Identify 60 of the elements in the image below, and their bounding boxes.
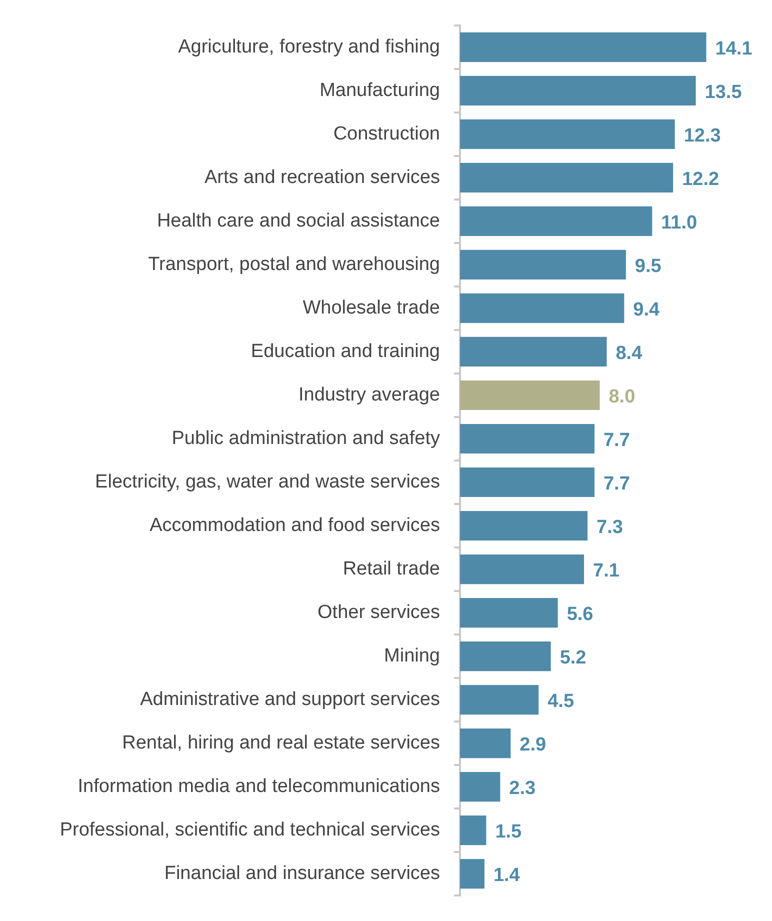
bar	[460, 598, 558, 628]
y-tick-label: Administrative and support services	[140, 689, 440, 710]
bar	[460, 32, 706, 62]
data-label: 2.3	[509, 778, 536, 800]
bar	[460, 859, 484, 889]
bar	[460, 76, 696, 106]
data-label: 1.4	[493, 865, 520, 886]
data-label: 9.5	[634, 256, 662, 277]
data-label: 5.2	[560, 648, 586, 669]
data-label: 4.5	[548, 691, 574, 712]
bar	[460, 336, 607, 367]
bar	[460, 554, 584, 584]
bar	[460, 424, 594, 454]
y-tick-label: Manufacturing	[320, 80, 440, 101]
bar	[460, 380, 600, 410]
bar	[460, 772, 500, 802]
data-label: 7.7	[603, 473, 630, 494]
y-tick-label: Information media and telecommunications	[78, 776, 440, 798]
data-label: 13.5	[704, 82, 742, 103]
y-tick-label: Accommodation and food services	[150, 515, 440, 536]
data-label: 8.0	[608, 386, 636, 408]
y-tick-label: Other services	[318, 602, 440, 624]
y-tick-label: Public administration and safety	[172, 428, 440, 449]
data-label: 7.7	[603, 430, 630, 451]
data-label: 8.4	[616, 342, 643, 364]
y-tick-label: Professional, scientific and technical services	[60, 820, 440, 841]
y-tick-label: Rental, hiring and real estate services	[122, 732, 440, 754]
data-label: 2.9	[520, 734, 546, 756]
y-tick-label: Health care and social assistance	[156, 210, 440, 232]
y-tick-label: Wholesale trade	[302, 297, 440, 318]
bar	[460, 206, 652, 236]
data-label: 7.1	[593, 560, 620, 582]
bar	[460, 816, 486, 846]
bar	[460, 467, 594, 498]
bar	[460, 250, 626, 280]
y-tick-label: Construction	[333, 123, 440, 144]
y-tick-label: Arts and recreation services	[204, 166, 440, 188]
bar	[460, 293, 624, 324]
bar	[460, 642, 551, 672]
bar	[460, 685, 539, 715]
y-tick-label: Mining	[384, 646, 440, 667]
data-label: 7.3	[596, 517, 623, 538]
y-tick-label: Retail trade	[342, 558, 440, 580]
data-label: 12.2	[682, 168, 720, 190]
data-label: 9.4	[633, 299, 660, 320]
data-label: 11.0	[661, 212, 698, 234]
data-label: 12.3	[684, 125, 721, 146]
y-tick-label: Electricity, gas, water and waste services	[95, 471, 440, 492]
data-label: 1.5	[495, 822, 522, 843]
y-tick-label: Agriculture, forestry and fishing	[178, 36, 440, 58]
y-tick-label: Education and training	[250, 340, 440, 362]
y-tick-label: Financial and insurance services	[164, 863, 440, 884]
y-tick-label: Transport, postal and warehousing	[148, 254, 440, 275]
bar	[460, 162, 674, 192]
data-label: 14.1	[715, 38, 753, 60]
y-tick-label: Industry average	[298, 384, 440, 406]
bar	[460, 510, 588, 541]
bar	[460, 119, 675, 149]
bar	[460, 728, 511, 758]
data-label: 5.6	[566, 604, 594, 626]
